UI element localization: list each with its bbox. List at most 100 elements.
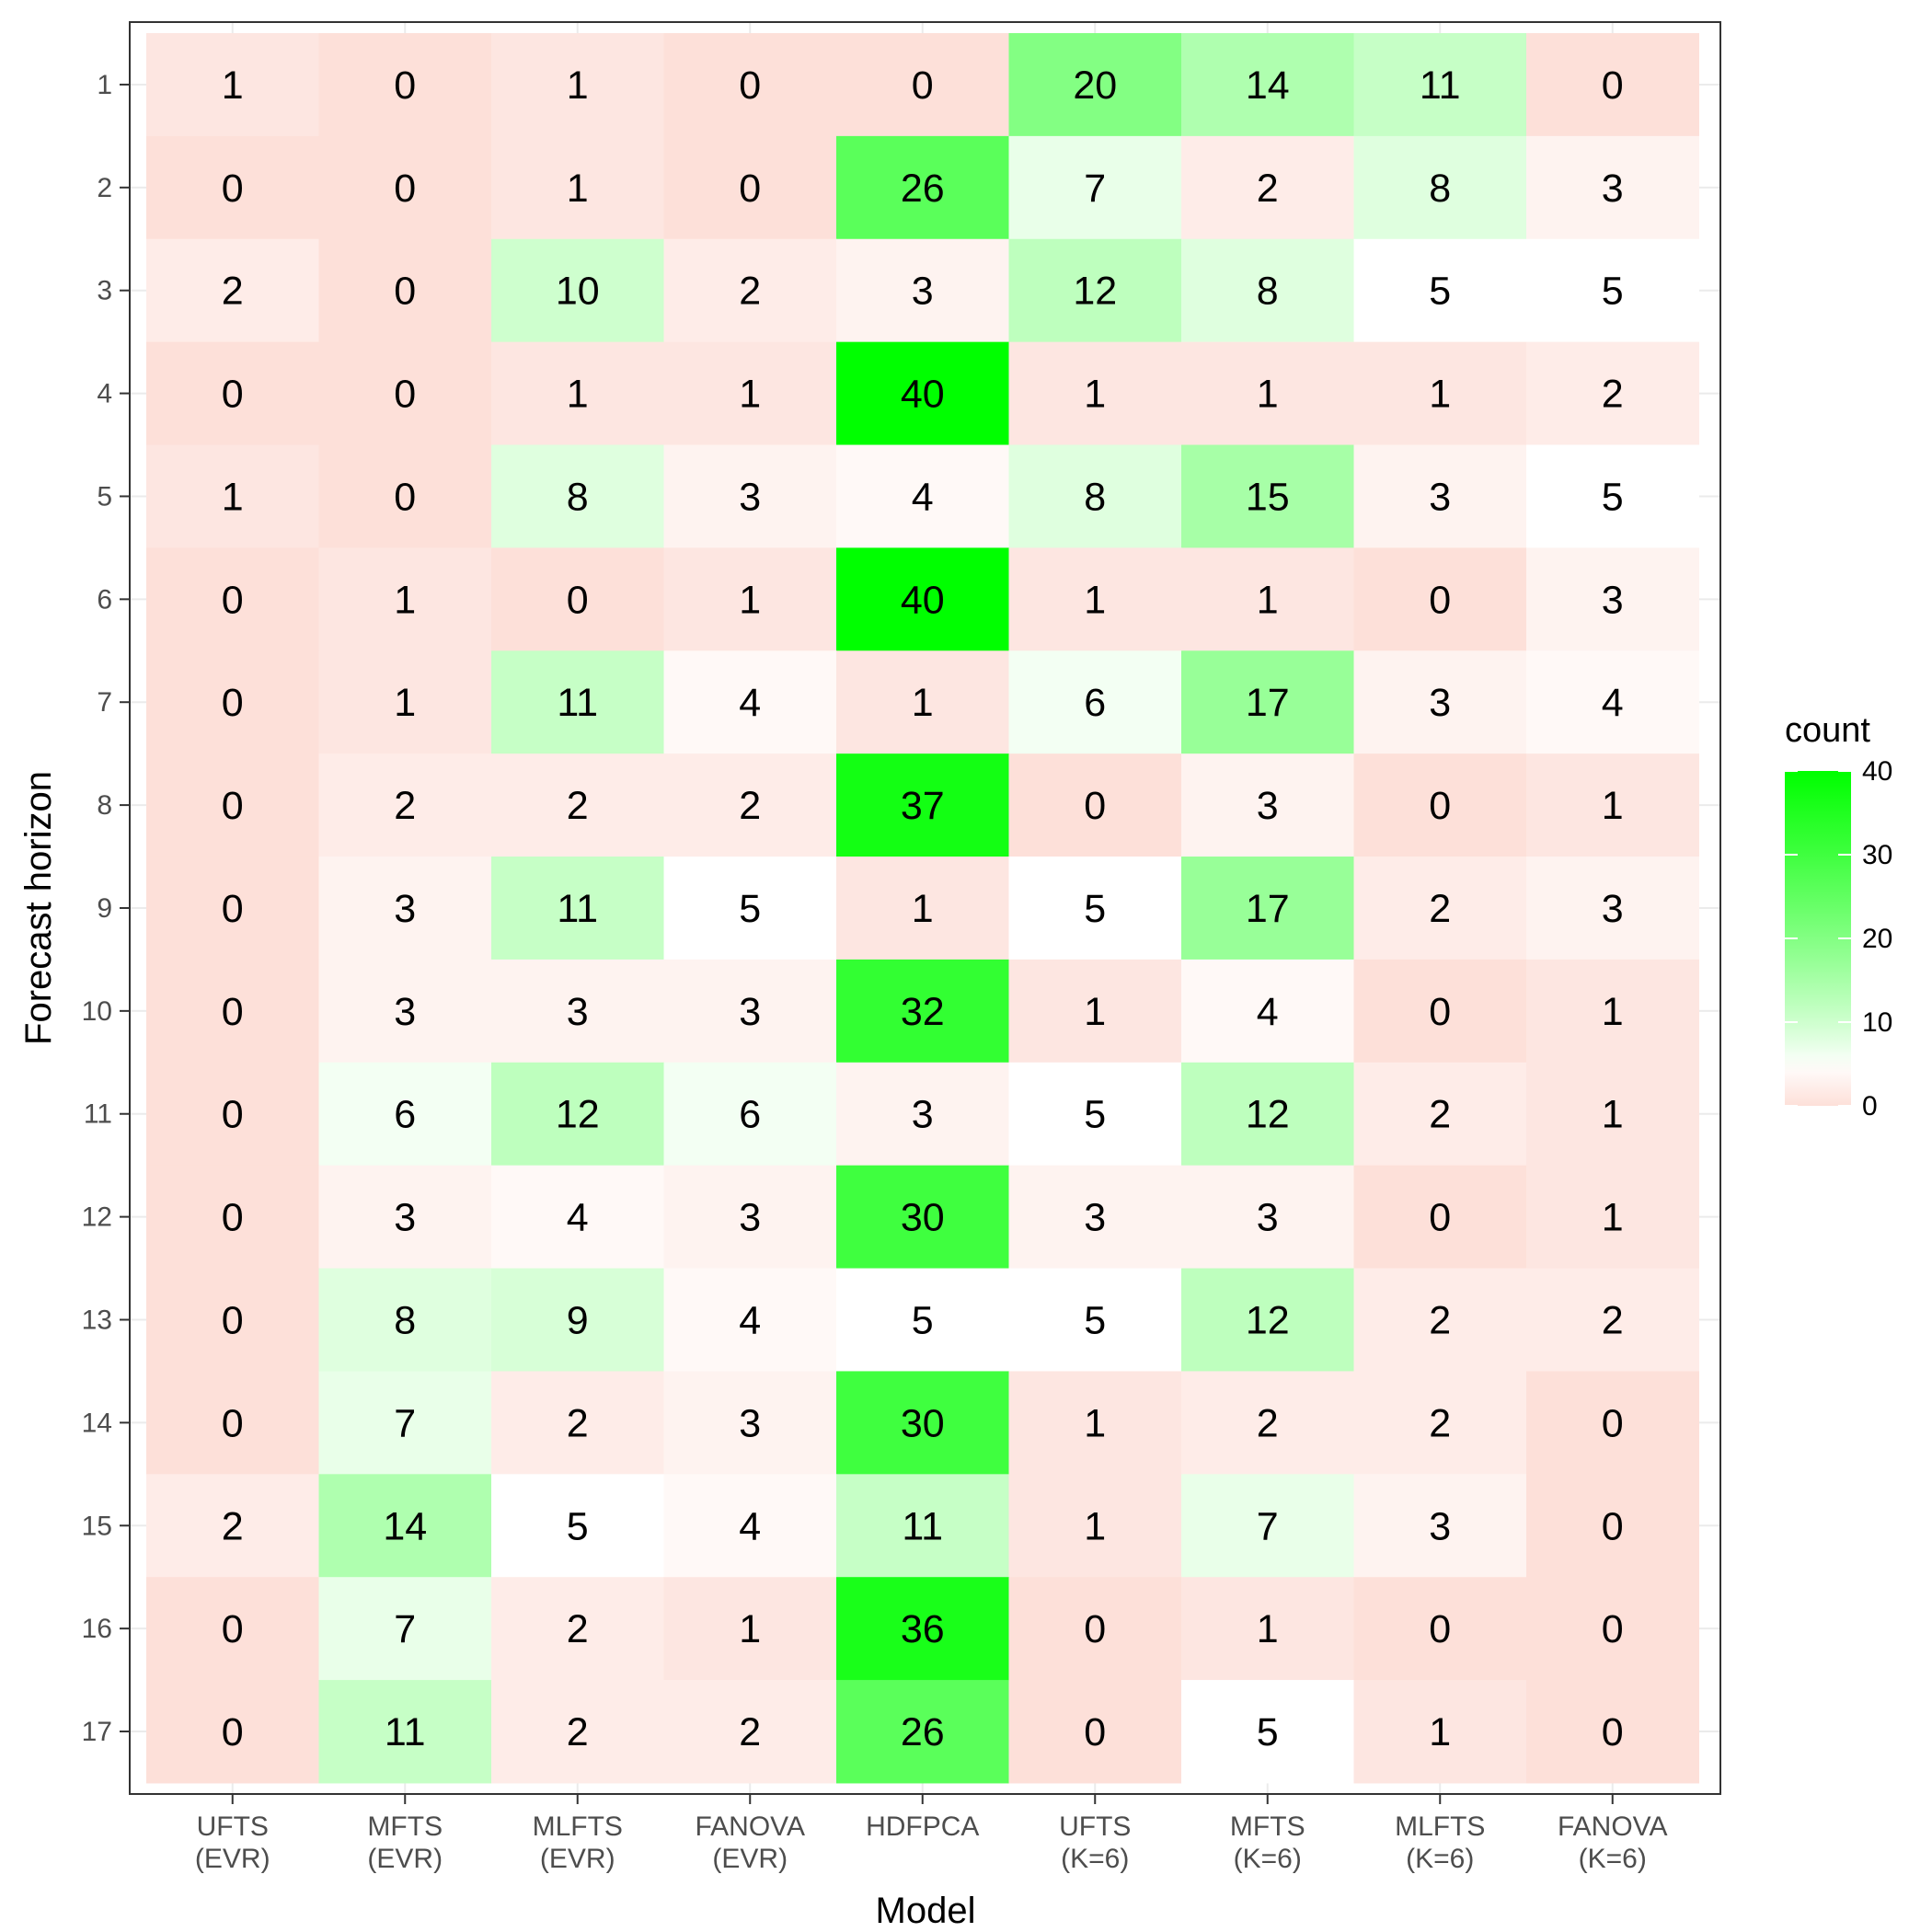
cell-label: 4 — [739, 681, 761, 725]
y-tick-label: 1 — [97, 70, 112, 100]
heatmap-cell — [836, 238, 1009, 343]
cell-label: 0 — [394, 270, 416, 314]
heatmap-cell — [663, 33, 837, 137]
heatmap-cell — [1353, 650, 1527, 754]
heatmap-cell — [836, 1371, 1009, 1475]
cell-label: 26 — [901, 167, 945, 211]
cell-label: 0 — [394, 167, 416, 211]
heatmap-cell — [836, 444, 1009, 548]
heatmap-cell — [836, 753, 1009, 857]
heatmap-cell — [1353, 547, 1527, 651]
heatmap-cell — [1008, 135, 1182, 240]
heatmap-cell — [836, 1165, 1009, 1270]
cell-label: 9 — [567, 1299, 589, 1343]
cell-label: 0 — [222, 990, 244, 1034]
heatmap-cell — [1008, 547, 1182, 651]
heatmap-cell — [318, 444, 492, 548]
cell-label: 0 — [1429, 784, 1451, 828]
cell-label: 4 — [912, 475, 934, 519]
heatmap-cell — [491, 650, 664, 754]
cell-label: 36 — [901, 1607, 945, 1651]
heatmap-cell — [146, 1577, 319, 1681]
heatmap-cell — [836, 1062, 1009, 1167]
cell-label: 0 — [1429, 990, 1451, 1034]
heatmap-cell — [1353, 1474, 1527, 1578]
cell-label: 3 — [912, 270, 934, 314]
heatmap-cell — [1526, 33, 1699, 137]
heatmap-cell — [663, 341, 837, 446]
cell-label: 0 — [1602, 1504, 1624, 1548]
heatmap-cell — [836, 341, 1009, 446]
cell-label: 0 — [394, 63, 416, 108]
heatmap-cell — [146, 959, 319, 1064]
heatmap-cell — [318, 1165, 492, 1270]
heatmap-cell — [1181, 1268, 1354, 1372]
heatmap-cell — [1353, 341, 1527, 446]
cell-label: 26 — [901, 1710, 945, 1754]
heatmap-cells — [146, 33, 1699, 1784]
cell-label: 3 — [567, 990, 589, 1034]
cell-label: 0 — [1602, 1401, 1624, 1445]
cell-label: 0 — [1602, 1607, 1624, 1651]
heatmap-cell — [491, 33, 664, 137]
heatmap-cell — [1526, 753, 1699, 857]
x-tick-label: UFTS (EVR) — [195, 1811, 270, 1874]
heatmap-cell — [1526, 547, 1699, 651]
y-tick-label: 13 — [82, 1305, 112, 1336]
heatmap-cell — [663, 444, 837, 548]
cell-label: 14 — [1246, 63, 1290, 108]
cell-label: 40 — [901, 578, 945, 622]
cell-label: 1 — [1257, 373, 1279, 417]
cell-label: 3 — [1429, 475, 1451, 519]
heatmap-cell — [146, 341, 319, 446]
heatmap-cell — [1353, 959, 1527, 1064]
heatmap-cell — [491, 753, 664, 857]
cell-label: 4 — [1257, 990, 1279, 1034]
heatmap-cell — [663, 959, 837, 1064]
cell-label: 2 — [1257, 167, 1279, 211]
heatmap-cell — [1526, 959, 1699, 1064]
heatmap-cell — [1353, 1371, 1527, 1475]
heatmap-cell — [318, 1268, 492, 1372]
y-tick-label: 10 — [82, 996, 112, 1027]
heatmap-cell — [491, 1062, 664, 1167]
y-axis-title: Forecast horizon — [18, 771, 59, 1045]
heatmap-cell — [318, 753, 492, 857]
heatmap-cell — [146, 1474, 319, 1578]
cell-label: 5 — [1084, 1299, 1106, 1343]
cell-label: 14 — [383, 1504, 427, 1548]
cell-label: 1 — [1257, 578, 1279, 622]
legend-tick-label: 20 — [1862, 924, 1892, 954]
cell-label: 0 — [739, 63, 761, 108]
cell-label: 1 — [567, 373, 589, 417]
cell-label: 0 — [222, 1093, 244, 1137]
heatmap-cell — [1008, 1268, 1182, 1372]
cell-label: 5 — [912, 1299, 934, 1343]
heatmap-cell — [663, 547, 837, 651]
cell-label: 0 — [222, 887, 244, 931]
cell-label: 1 — [222, 475, 244, 519]
cell-label: 11 — [557, 681, 598, 725]
heatmap-cell — [146, 238, 319, 343]
heatmap-cell — [1181, 753, 1354, 857]
heatmap-cell — [1526, 341, 1699, 446]
cell-label: 0 — [1429, 1196, 1451, 1240]
heatmap-cell — [491, 1268, 664, 1372]
cell-label: 12 — [1246, 1299, 1290, 1343]
heatmap-cell — [1353, 1680, 1527, 1784]
cell-label: 3 — [1084, 1196, 1106, 1240]
heatmap-cell — [318, 238, 492, 343]
cell-label: 0 — [394, 373, 416, 417]
heatmap-cell — [491, 1474, 664, 1578]
heatmap-cell — [1353, 135, 1527, 240]
heatmap-cell — [836, 1680, 1009, 1784]
heatmap-cell — [1181, 135, 1354, 240]
cell-label: 1 — [1084, 990, 1106, 1034]
legend-title: count — [1785, 711, 1870, 750]
cell-label: 3 — [1257, 1196, 1279, 1240]
cell-label: 5 — [1084, 887, 1106, 931]
cell-label: 40 — [901, 373, 945, 417]
cell-label: 0 — [222, 373, 244, 417]
cell-label: 0 — [222, 1607, 244, 1651]
